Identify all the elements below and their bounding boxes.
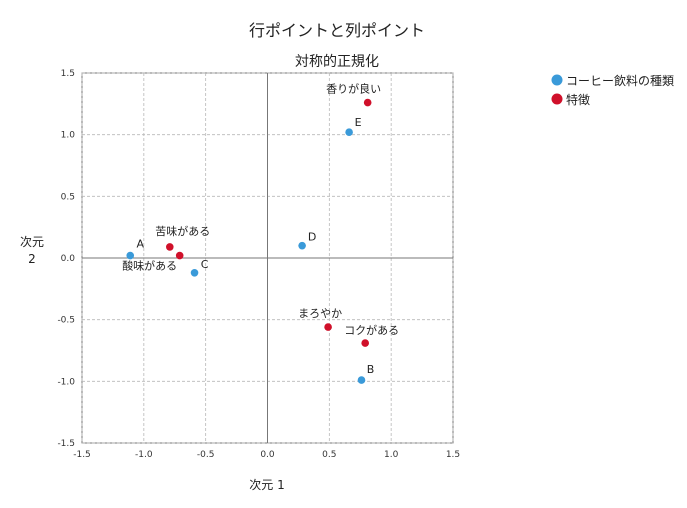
point-marker-s2-1 <box>363 98 372 107</box>
point-label-s1-3: C <box>201 258 209 271</box>
y-tick-label-5: -1.0 <box>57 377 75 387</box>
legend-label-series-2: 特徴 <box>566 92 590 107</box>
x-tick-label-0: -1.5 <box>73 450 91 460</box>
point-marker-s1-5 <box>345 128 353 136</box>
point-label-s1-4: D <box>308 231 316 244</box>
point-label-s2-5: コクがある <box>344 323 399 337</box>
point-label-s1-1: A <box>136 238 144 251</box>
point-marker-s1-3 <box>190 269 199 277</box>
y-tick-label-4: -0.5 <box>57 316 75 326</box>
point-marker-s2-4 <box>324 323 332 331</box>
legend: コーヒー飲料の種類 特徴 <box>551 73 674 107</box>
x-tick-label-3: 0.0 <box>260 450 275 460</box>
point-marker-s2-5 <box>361 339 369 347</box>
x-tick-label-5: 1.0 <box>384 450 399 460</box>
point-label-s2-3: 酸味がある <box>122 259 177 273</box>
legend-label-series-1: コーヒー飲料の種類 <box>566 73 674 88</box>
y-axis-label-line1: 次元 <box>20 235 44 249</box>
y-tick-label-0: 1.5 <box>61 69 75 79</box>
point-label-s2-2: 苦味がある <box>155 224 210 238</box>
reference-lines <box>82 73 453 443</box>
point-marker-s1-1 <box>126 251 135 260</box>
y-tick-label-3: 0.0 <box>61 254 76 264</box>
y-tick-label-1: 1.0 <box>61 131 76 141</box>
y-tick-label-2: 0.5 <box>61 192 75 202</box>
point-label-s2-4: まろやか <box>298 307 342 320</box>
legend-marker-series-1 <box>551 74 563 86</box>
chart-subtitle: 対称的正規化 <box>295 54 379 70</box>
point-label-s1-5: E <box>355 116 362 129</box>
y-axis-label-line2: 2 <box>28 252 36 266</box>
point-label-s2-1: 香りが良い <box>326 82 381 96</box>
x-tick-label-4: 0.5 <box>322 450 336 460</box>
y-tick-label-6: -1.5 <box>57 439 75 449</box>
chart-title: 行ポイントと列ポイント <box>249 21 425 40</box>
tick-labels: -1.5 -1.0 -0.5 0.0 0.5 1.0 1.5 1.5 1.0 0.5 0.0 -0.5… <box>57 69 460 460</box>
point-marker-s1-4 <box>298 241 306 250</box>
x-tick-label-2: -0.5 <box>197 450 215 460</box>
x-tick-label-6: 1.5 <box>446 450 460 460</box>
legend-marker-series-2 <box>551 93 563 105</box>
x-tick-label-1: -1.0 <box>135 450 153 460</box>
point-label-s1-2: B <box>367 363 375 376</box>
point-marker-s2-2 <box>166 243 174 251</box>
x-axis-label: 次元 1 <box>249 478 284 492</box>
point-marker-s1-2 <box>357 376 366 384</box>
point-marker-s2-3 <box>175 251 184 260</box>
